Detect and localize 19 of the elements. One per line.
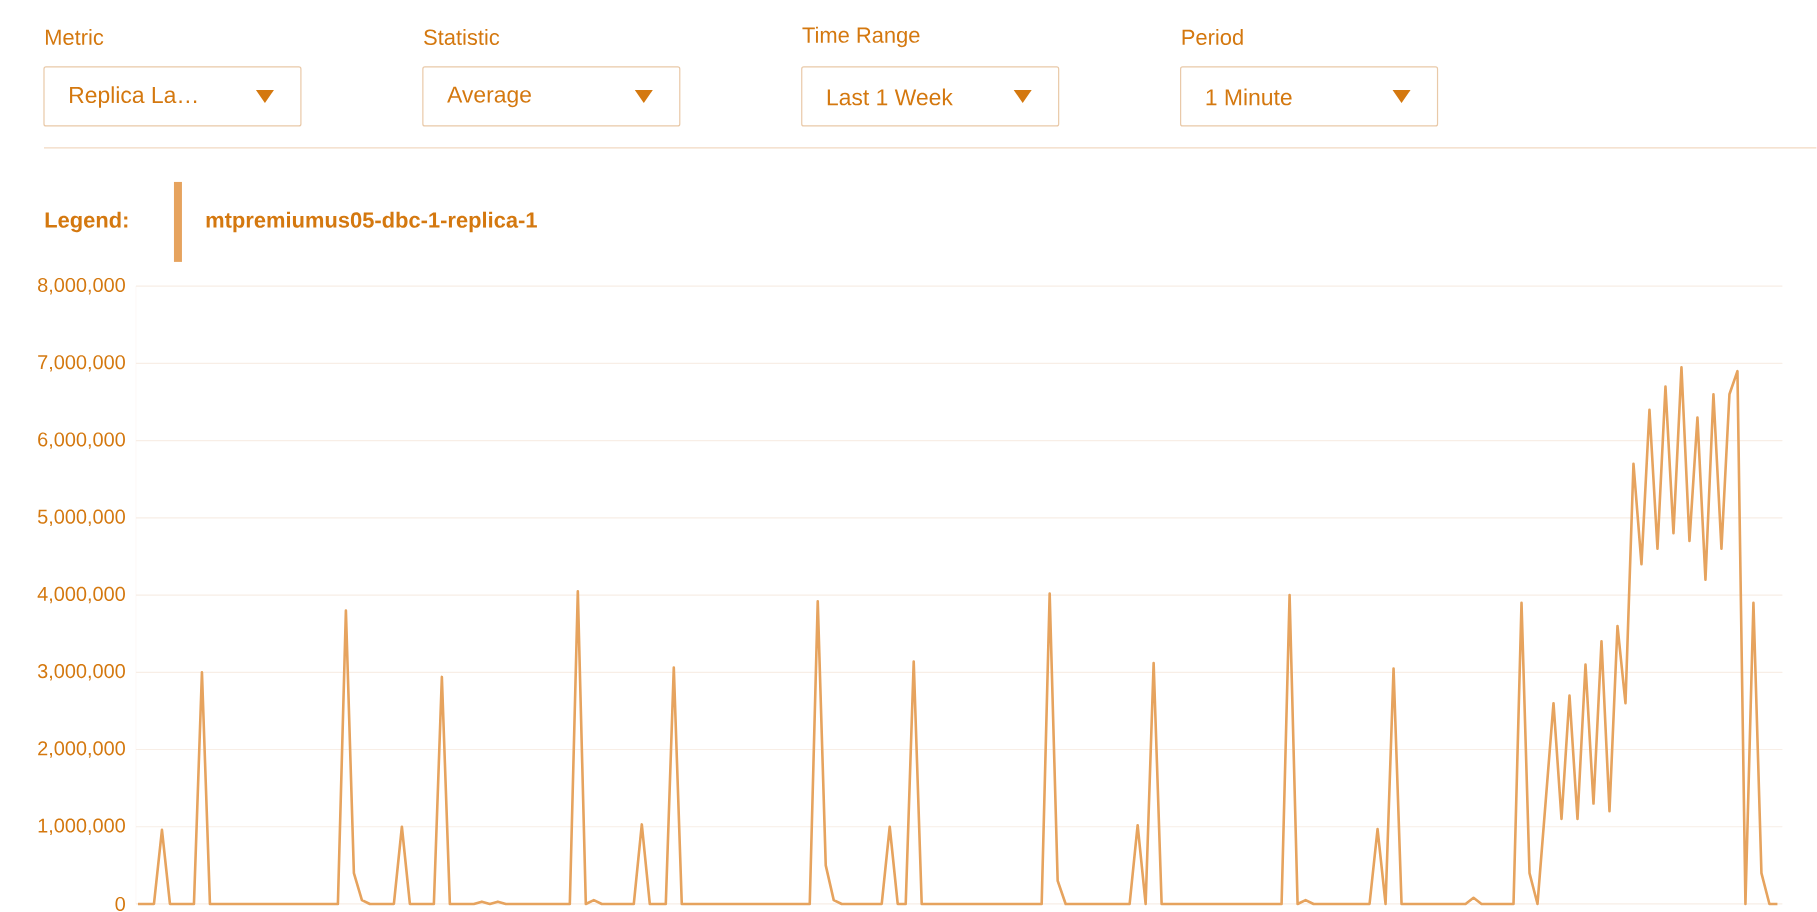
text: Period (1182, 29, 1243, 46)
text: Replica La… (70, 86, 197, 108)
text: mtpremiumus05-dbc-1-replica-1 (206, 211, 537, 233)
y-tick-label: 8,000,000 (38, 278, 125, 295)
text: Statistic (424, 29, 500, 46)
y-tick-label: 1,000,000 (38, 818, 125, 836)
y-tick-label: 7,000,000 (38, 355, 125, 372)
y-tick-label: 3,000,000 (37, 664, 125, 681)
text: Average (447, 86, 531, 108)
text: Time Range (802, 26, 920, 48)
y-tick-label: 2,000,000 (38, 741, 125, 758)
text: Metric (45, 29, 104, 46)
y-tick-label: 6,000,000 (38, 432, 125, 449)
y-tick-label: 5,000,000 (37, 509, 125, 527)
y-tick-label: 0 (115, 897, 125, 912)
text: 1 Minute (1206, 88, 1292, 106)
text: Last 1 Week (827, 88, 953, 106)
y-tick-label: 4,000,000 (37, 587, 125, 604)
legend-title: Legend: (45, 211, 128, 233)
